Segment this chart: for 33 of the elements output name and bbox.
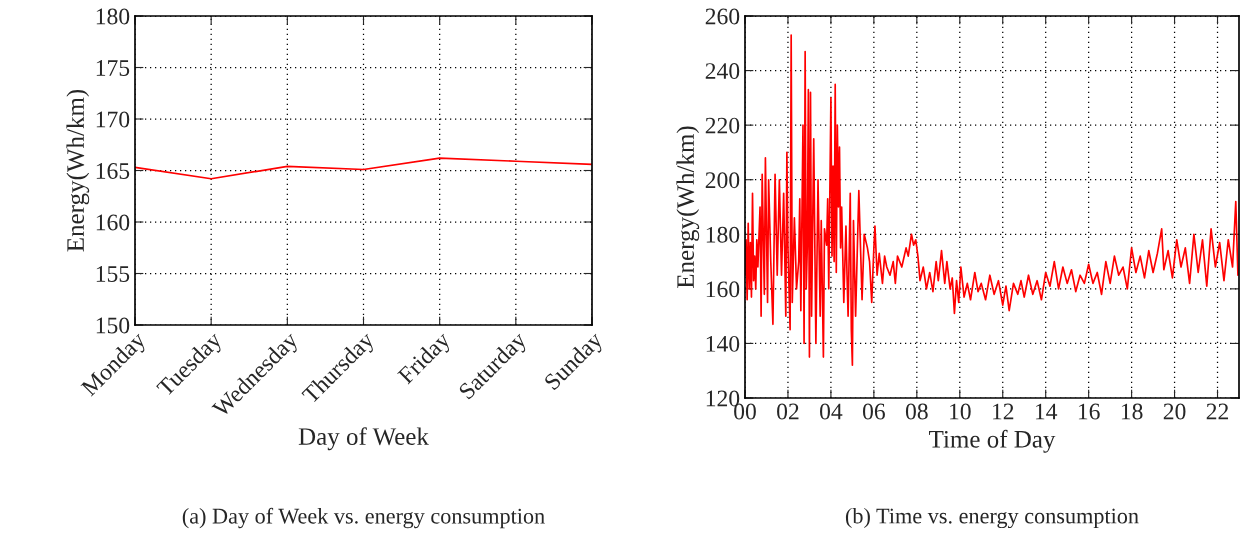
x-tick-label: 10 — [950, 403, 971, 420]
y-axis-title: Energy(Wh/km) — [66, 89, 90, 252]
y-tick-label: 220 — [705, 117, 740, 134]
x-tick-label: 02 — [777, 403, 799, 420]
y-tick-label: 180 — [96, 8, 130, 25]
x-axis-title: Day of Week — [298, 427, 429, 451]
text: (a) Day of Week vs. energy consumption — [182, 507, 545, 529]
x-tick-label: 22 — [1206, 403, 1229, 420]
y-tick-label: 165 — [96, 163, 130, 179]
y-tick-label: 180 — [706, 226, 740, 243]
x-tick-label: 18 — [1121, 403, 1143, 420]
x-tick-label: 16 — [1078, 403, 1100, 420]
y-axis-title: Energy(Wh/km) — [676, 126, 700, 288]
y-tick-label: 260 — [705, 8, 740, 25]
x-tick-label: 14 — [1035, 403, 1058, 420]
line-series — [135, 157, 592, 180]
y-tick-label: 170 — [96, 111, 130, 128]
text: (b) Time vs. energy consumption — [845, 507, 1139, 529]
x-tick-label: 12 — [993, 403, 1014, 420]
y-tick-label: 240 — [705, 63, 740, 79]
y-tick-label: 160 — [706, 281, 740, 298]
x-axis-title: Time of Day — [929, 429, 1056, 453]
x-tick-label: 04 — [820, 403, 843, 420]
y-tick-label: 175 — [96, 60, 130, 76]
x-tick-label: 20 — [1163, 403, 1186, 420]
y-tick-label: 150 — [96, 317, 130, 334]
line-series — [745, 34, 1239, 367]
y-tick-label: 155 — [96, 266, 130, 282]
x-tick-label: 06 — [862, 403, 885, 420]
y-tick-label: 140 — [706, 335, 740, 352]
y-tick-label: 200 — [705, 172, 740, 189]
x-tick-label: 08 — [905, 403, 928, 420]
y-tick-label: 160 — [96, 214, 130, 231]
